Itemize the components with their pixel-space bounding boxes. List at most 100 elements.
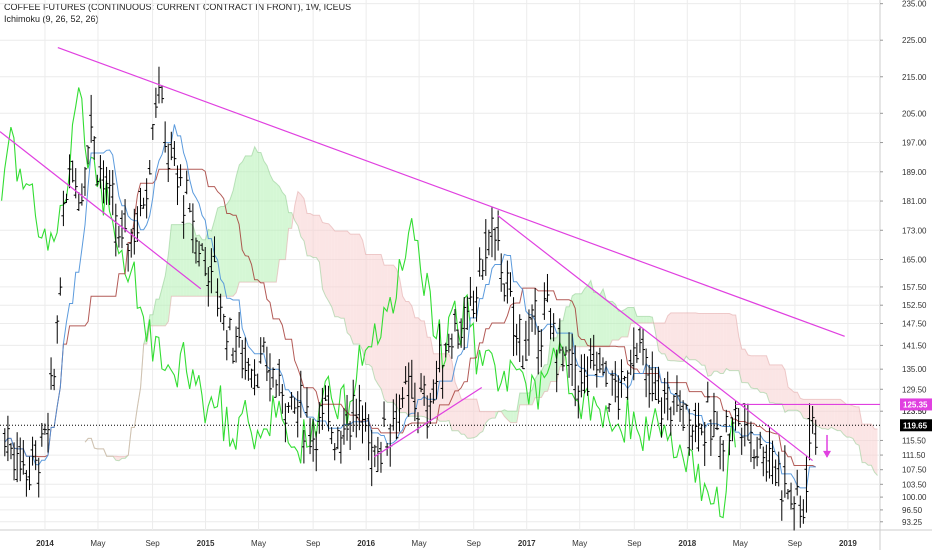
cloud-segment xyxy=(285,195,289,260)
ohlc-bars xyxy=(2,66,818,531)
cloud-segment xyxy=(593,292,597,347)
cloud-segment xyxy=(606,299,610,347)
y-tick-label: 103.50 xyxy=(902,480,927,489)
cloud-segment xyxy=(476,399,480,437)
ohlc-bar xyxy=(634,342,639,363)
y-tick-label: 123.50 xyxy=(902,407,927,416)
ohlc-bar xyxy=(647,364,652,408)
ohlc-bar xyxy=(95,174,100,186)
ohlc-bar xyxy=(425,395,430,439)
cloud-segment xyxy=(689,312,693,360)
cloud-segment xyxy=(396,269,400,413)
cloud-segment xyxy=(855,406,859,446)
ohlc-bar xyxy=(508,272,513,297)
ohlc-bar xyxy=(230,347,235,364)
cloud-segment xyxy=(359,234,363,351)
ohlc-bar xyxy=(699,423,704,436)
cloud-segment xyxy=(489,411,493,420)
cloud-segment xyxy=(307,213,311,256)
ohlc-bar xyxy=(212,236,217,263)
cloud-segment xyxy=(421,320,425,417)
ohlc-bar xyxy=(18,437,23,482)
y-tick-label: 235.00 xyxy=(902,0,927,9)
ohlc-bar xyxy=(52,368,57,391)
y-tick-label: 141.50 xyxy=(902,341,927,350)
last-price-label: 119.65 xyxy=(903,421,928,430)
ohlc-bar xyxy=(533,288,538,335)
ohlc-bar xyxy=(234,326,239,363)
ohlc-bar xyxy=(628,349,633,376)
ohlc-bar xyxy=(600,357,605,376)
cloud-segment xyxy=(637,316,641,323)
cloud-segment xyxy=(763,355,767,394)
cloud-segment xyxy=(849,404,853,439)
cloud-segment xyxy=(322,222,326,297)
cloud-segment xyxy=(818,399,822,429)
cloud-segment xyxy=(674,312,678,362)
ohlc-bar xyxy=(545,273,550,303)
ohlc-bar xyxy=(203,247,208,277)
ohlc-bar xyxy=(311,418,316,462)
ohlc-bar xyxy=(289,392,294,410)
ohlc-bar xyxy=(554,349,559,393)
ohlc-bar xyxy=(243,337,248,380)
cloud-segment xyxy=(316,215,320,263)
ohlc-bar xyxy=(761,446,766,477)
y-tick-label: 225.00 xyxy=(902,36,927,45)
ohlc-bar xyxy=(499,253,504,292)
ohlc-bar xyxy=(785,488,790,500)
ohlc-bar xyxy=(468,276,473,306)
cloud-segment xyxy=(347,231,351,336)
cloud-segment xyxy=(584,285,588,347)
ohlc-bar xyxy=(462,296,467,350)
cloud-segment xyxy=(270,174,274,283)
ohlc-bar xyxy=(801,499,806,524)
cloud-segment xyxy=(504,409,508,420)
lagging-span xyxy=(1,87,736,519)
cloud-segment xyxy=(772,364,776,404)
ohlc-bar xyxy=(135,206,140,242)
ohlc-bar xyxy=(650,351,655,402)
cloud-segment xyxy=(744,349,748,383)
ohlc-bar xyxy=(419,373,424,393)
cloud-segment xyxy=(615,304,619,341)
ohlc-bar xyxy=(58,277,63,296)
cloud-segment xyxy=(612,301,616,341)
cloud-segment xyxy=(871,424,875,473)
cloud-segment xyxy=(633,307,637,324)
cloud-segment xyxy=(263,161,267,283)
ohlc-bar xyxy=(724,409,729,433)
cloud-segment xyxy=(378,254,382,389)
cloud-segment xyxy=(803,399,807,419)
ohlc-bar xyxy=(483,219,488,276)
y-tick-label: 157.50 xyxy=(902,283,927,292)
cloud-segment xyxy=(822,399,826,429)
leading-span-a xyxy=(84,145,878,476)
cloud-segment xyxy=(294,191,298,226)
trendline xyxy=(373,386,483,458)
ohlc-bar xyxy=(286,402,291,413)
ohlc-bar xyxy=(758,431,763,449)
ohlc-bar xyxy=(172,141,177,167)
y-tick-label: 181.00 xyxy=(902,197,927,206)
ohlc-bar xyxy=(218,293,223,323)
cloud-segment xyxy=(282,192,286,260)
ohlc-bar xyxy=(369,429,374,487)
ohlc-bar xyxy=(625,370,630,400)
ohlc-bar xyxy=(659,397,664,438)
ohlc-bar xyxy=(739,427,744,455)
cloud-segment xyxy=(424,320,428,419)
cloud-segment xyxy=(618,311,622,341)
ohlc-bar xyxy=(662,377,667,414)
trendline xyxy=(0,131,202,290)
cloud-segment xyxy=(587,280,591,347)
cloud-segment xyxy=(828,399,832,430)
ohlc-bar xyxy=(681,400,686,431)
ohlc-bar xyxy=(591,334,596,371)
y-tick-label: 135.00 xyxy=(902,365,927,374)
ohlc-bar xyxy=(320,387,325,430)
ohlc-bar xyxy=(249,368,254,388)
cloud-segment xyxy=(627,307,631,337)
ohlc-bar xyxy=(705,381,710,403)
